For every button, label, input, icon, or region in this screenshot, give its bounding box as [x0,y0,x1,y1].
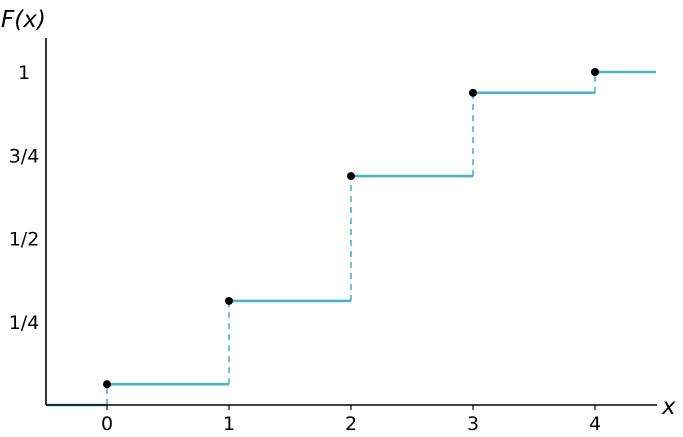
y-tick-label-1: 1/2 [9,229,40,251]
x-tick-label-1: 1 [223,413,235,435]
y-tick-label-0: 1/4 [9,312,40,334]
x-tick-label-2: 2 [345,413,357,435]
x-tick-label-0: 0 [101,413,113,435]
points-layer [103,68,599,389]
x-tick-label-3: 3 [467,413,479,435]
x-axis-title: x [661,394,676,420]
closed-point-2 [225,296,233,305]
y-axis-title: F(x) [1,7,46,33]
ticks-layer: 0 1 2 3 4 1/4 1/2 3/4 1 [9,62,601,435]
x-tick-label-4: 4 [589,413,601,435]
y-tick-label-3: 1 [18,62,30,84]
y-tick-label-2: 3/4 [9,145,40,167]
steps-layer [46,70,656,407]
closed-point-3 [347,172,355,181]
closed-point-1 [103,380,111,389]
closed-point-5 [591,68,599,76]
closed-point-4 [469,88,477,97]
